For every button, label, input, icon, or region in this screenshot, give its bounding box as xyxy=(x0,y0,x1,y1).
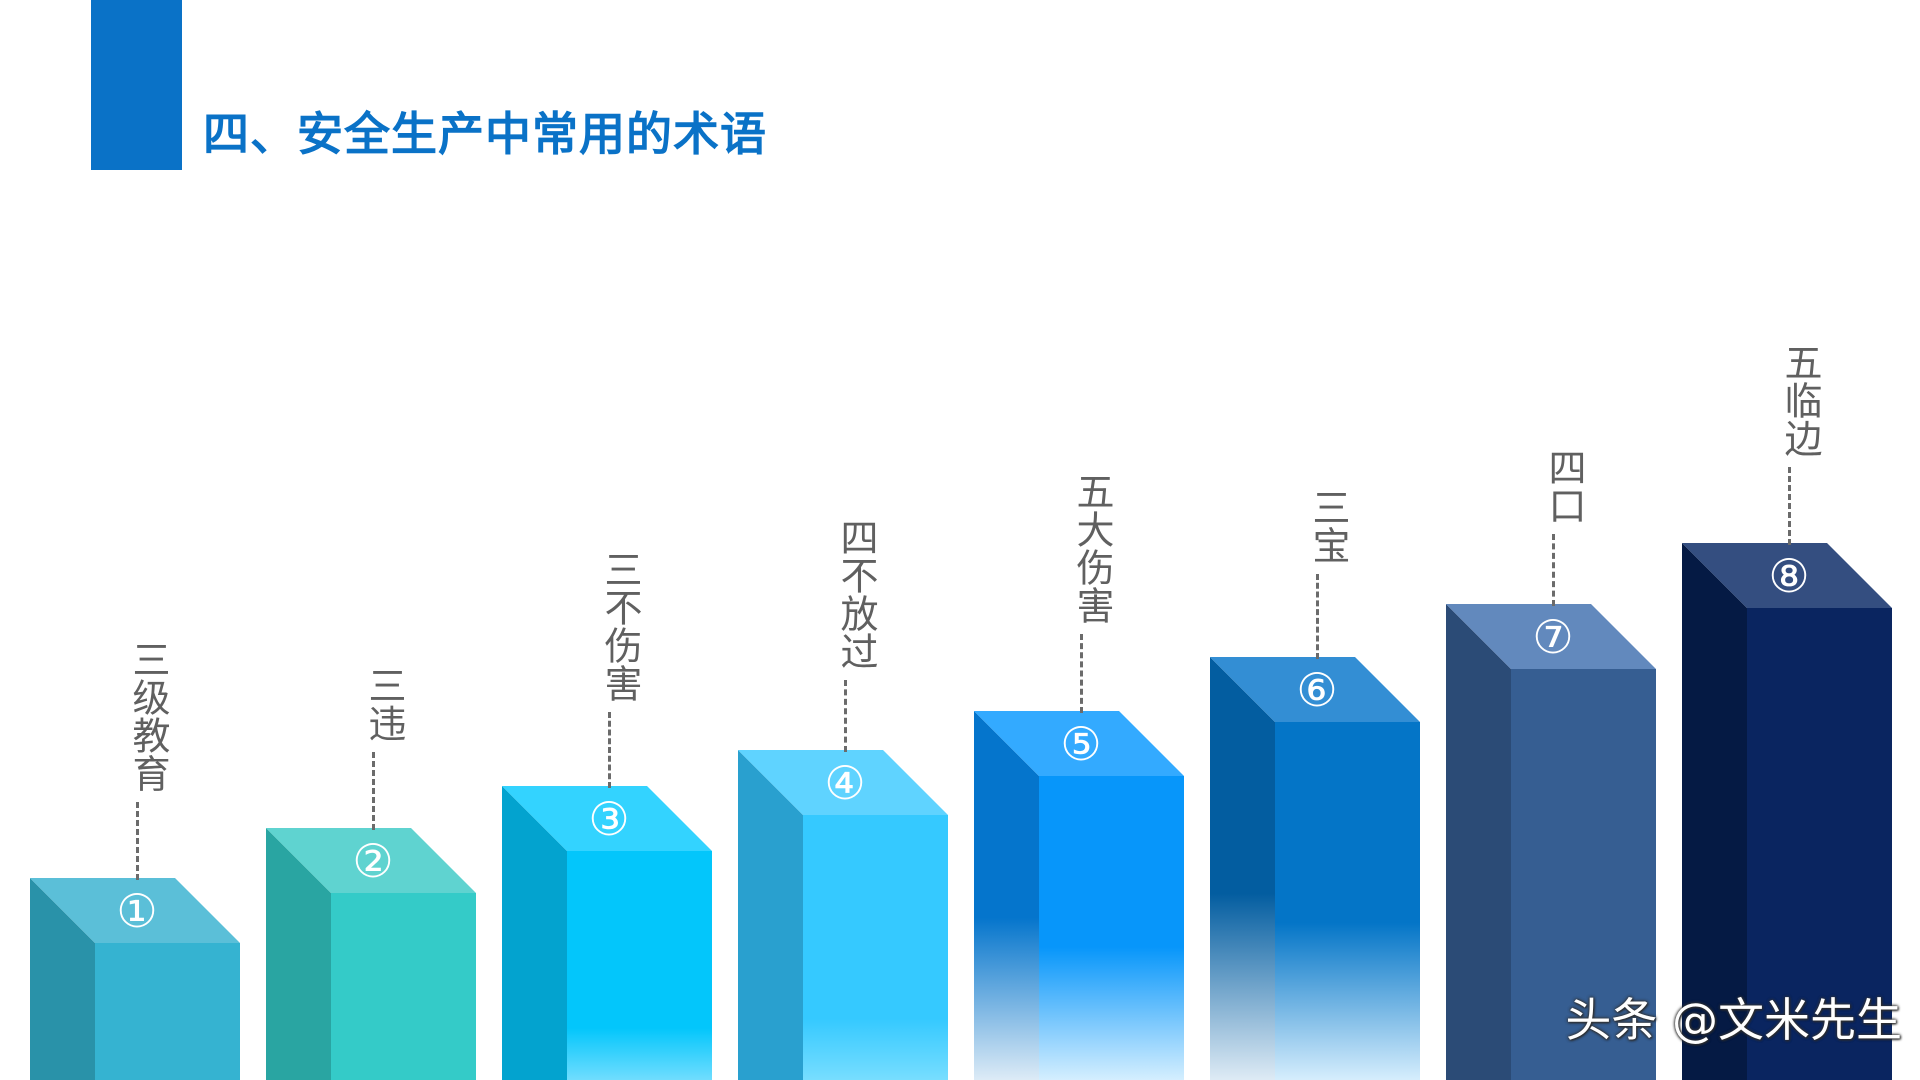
step-number: ⑥ xyxy=(1296,662,1338,717)
step-top-face xyxy=(1682,543,1892,608)
step-number: ① xyxy=(116,883,158,938)
step-top-face xyxy=(30,878,240,943)
step-top-face xyxy=(266,828,476,893)
step-top-face xyxy=(1210,657,1420,722)
step-connector xyxy=(844,680,847,752)
step-label: 四不放过 xyxy=(834,518,878,670)
step-label: 三级教育 xyxy=(126,640,170,792)
step-connector xyxy=(1080,634,1083,713)
watermark: 头条 @文米先生 xyxy=(1565,993,1902,1047)
step-label: 三宝 xyxy=(1306,488,1350,564)
step-bar-3 xyxy=(502,786,712,1080)
step-side-face xyxy=(502,786,567,1080)
step-side-face xyxy=(1210,657,1275,1080)
page-title: 四、安全生产中常用的术语 xyxy=(203,107,767,161)
step-side-face xyxy=(1682,543,1747,1080)
step-front-face xyxy=(1039,776,1184,1080)
step-front-face xyxy=(1275,722,1420,1080)
step-top-face xyxy=(738,750,948,815)
step-number: ② xyxy=(352,833,394,888)
step-front-face xyxy=(803,815,948,1080)
step-number: ⑦ xyxy=(1532,609,1574,664)
step-side-face xyxy=(974,711,1039,1080)
step-top-face xyxy=(1446,604,1656,669)
step-label: 三不伤害 xyxy=(598,550,642,702)
step-front-face xyxy=(95,943,240,1080)
step-bar-7 xyxy=(1446,604,1656,1080)
step-connector xyxy=(1788,467,1791,545)
step-side-face xyxy=(266,828,331,1080)
step-bar-4 xyxy=(738,750,948,1080)
step-bar-6 xyxy=(1210,657,1420,1080)
step-connector xyxy=(1552,534,1555,606)
step-bar-1 xyxy=(30,878,240,1080)
step-side-face xyxy=(1446,604,1511,1080)
step-connector xyxy=(372,752,375,830)
step-number: ⑧ xyxy=(1768,548,1810,603)
step-connector xyxy=(608,712,611,788)
step-connector xyxy=(1316,574,1319,659)
step-front-face xyxy=(1511,669,1656,1080)
step-bar-5 xyxy=(974,711,1184,1080)
step-bar-2 xyxy=(266,828,476,1080)
step-label: 四口 xyxy=(1542,448,1586,524)
step-side-face xyxy=(30,878,95,1080)
step-label: 五大伤害 xyxy=(1070,472,1114,624)
step-side-face xyxy=(738,750,803,1080)
step-front-face xyxy=(1747,608,1892,1080)
step-bar-8 xyxy=(1682,543,1892,1080)
step-top-face xyxy=(502,786,712,851)
accent-bar xyxy=(91,0,182,170)
step-top-face xyxy=(974,711,1184,776)
step-label: 三违 xyxy=(362,666,406,742)
step-front-face xyxy=(331,893,476,1080)
step-label: 五临边 xyxy=(1778,343,1822,457)
step-number: ③ xyxy=(588,791,630,846)
step-number: ④ xyxy=(824,755,866,810)
step-number: ⑤ xyxy=(1060,716,1102,771)
step-front-face xyxy=(567,851,712,1080)
step-connector xyxy=(136,802,139,880)
